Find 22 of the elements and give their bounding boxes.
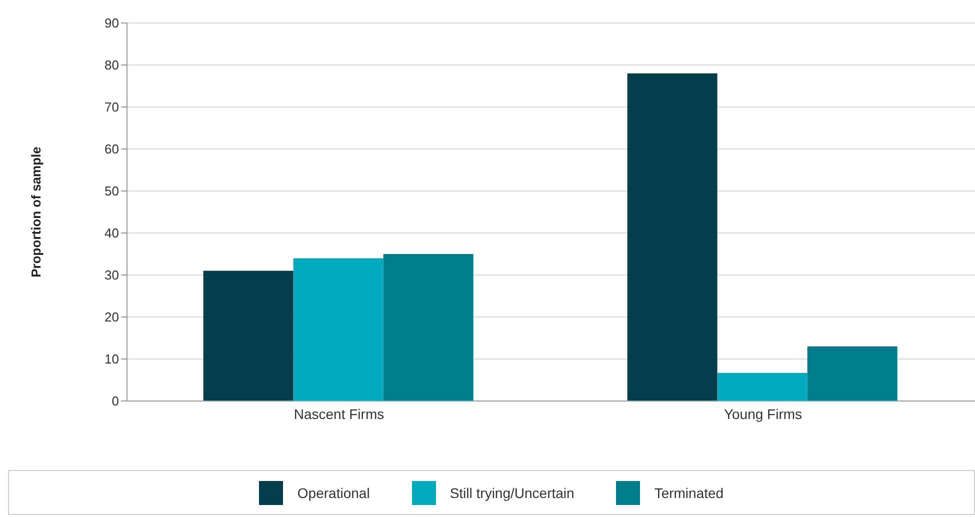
y-axis-title: Proportion of sample: [28, 146, 44, 278]
y-tick-label: 30: [104, 268, 119, 283]
bar: [717, 372, 808, 401]
x-tick-label: Young Firms: [724, 406, 802, 422]
y-tick-label: 60: [104, 142, 119, 157]
y-tick-label: 20: [104, 310, 119, 325]
bar: [807, 346, 898, 401]
legend-label: Operational: [297, 484, 370, 500]
x-tick-label: Nascent Firms: [294, 406, 384, 422]
y-tick-label: 40: [104, 226, 119, 241]
bar: [203, 270, 294, 401]
legend-label: Terminated: [654, 484, 724, 500]
y-tick-label: 80: [104, 58, 119, 73]
y-tick-label: 0: [112, 394, 119, 409]
y-tick-label: 70: [104, 100, 119, 115]
legend-label: Still trying/Uncertain: [450, 484, 574, 500]
y-tick-label: 90: [104, 16, 119, 31]
y-tick-label: 50: [104, 184, 119, 199]
y-tick-label: 10: [104, 352, 119, 367]
bar: [383, 254, 474, 401]
bar: [627, 73, 718, 401]
bar: [293, 258, 384, 401]
